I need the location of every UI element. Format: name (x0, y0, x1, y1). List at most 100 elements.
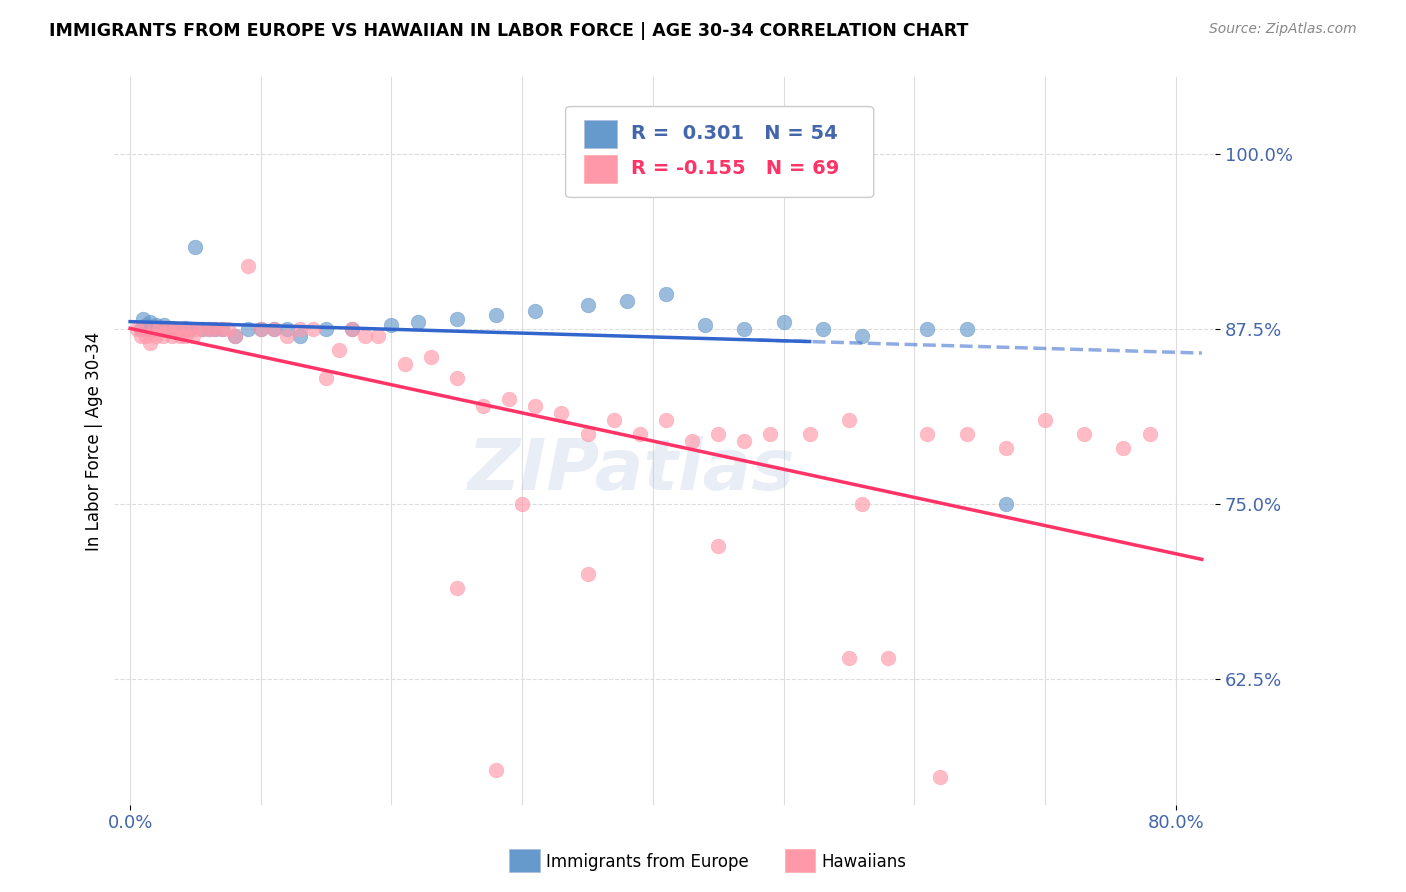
Point (342, 322, 364, 336)
Point (139, 322, 162, 336)
Point (146, 322, 169, 336)
Point (172, 322, 194, 336)
Point (191, 322, 214, 336)
Y-axis label: In Labor Force | Age 30-34: In Labor Force | Age 30-34 (86, 332, 103, 550)
Point (236, 259, 259, 273)
Point (811, 322, 834, 336)
Point (179, 322, 201, 336)
Point (276, 329, 298, 343)
Point (394, 357, 416, 371)
Point (152, 329, 174, 343)
Point (153, 318, 176, 332)
Point (174, 320, 197, 334)
Point (733, 434, 755, 448)
Text: IMMIGRANTS FROM EUROPE VS HAWAIIAN IN LABOR FORCE | AGE 30-34 CORRELATION CHART: IMMIGRANTS FROM EUROPE VS HAWAIIAN IN LA… (49, 22, 969, 40)
Point (224, 329, 246, 343)
Text: ZIPatlas: ZIPatlas (468, 435, 796, 505)
Point (177, 322, 200, 336)
Point (142, 322, 165, 336)
Point (576, 566, 599, 581)
Point (994, 441, 1017, 455)
Point (204, 322, 226, 336)
Point (838, 413, 860, 427)
Point (446, 581, 468, 595)
Point (224, 329, 246, 343)
Point (655, 413, 678, 427)
Point (616, 294, 638, 309)
Point (132, 312, 155, 326)
Point (197, 322, 219, 336)
Point (211, 322, 233, 336)
Point (276, 322, 298, 336)
Point (217, 322, 239, 336)
Point (917, 427, 939, 442)
Point (406, 315, 429, 329)
Point (132, 322, 155, 336)
Text: Source: ZipAtlas.com: Source: ZipAtlas.com (1209, 22, 1357, 37)
Point (163, 322, 186, 336)
Point (354, 329, 377, 343)
Point (1112, 441, 1135, 455)
Point (707, 539, 730, 553)
Point (1033, 413, 1056, 427)
Point (181, 329, 204, 343)
Point (799, 427, 821, 442)
Point (249, 322, 271, 336)
Point (176, 322, 198, 336)
Point (143, 322, 166, 336)
Point (152, 322, 174, 336)
Point (211, 322, 233, 336)
Point (877, 650, 900, 665)
Point (129, 322, 152, 336)
Point (249, 322, 271, 336)
Point (550, 406, 572, 420)
Point (328, 343, 350, 358)
Point (576, 427, 599, 442)
FancyBboxPatch shape (585, 155, 617, 183)
Point (129, 329, 152, 343)
Point (142, 320, 165, 334)
Point (524, 304, 547, 318)
Point (994, 497, 1017, 511)
Point (446, 312, 468, 326)
Point (169, 329, 191, 343)
Point (759, 427, 782, 442)
Point (681, 434, 703, 448)
Point (315, 371, 337, 385)
Point (165, 322, 187, 336)
Point (380, 318, 402, 332)
Point (156, 322, 179, 336)
Point (138, 315, 160, 329)
Point (263, 322, 285, 336)
Point (498, 392, 520, 406)
Point (263, 322, 285, 336)
Point (149, 320, 172, 334)
Point (174, 329, 197, 343)
Point (707, 427, 730, 442)
FancyBboxPatch shape (565, 106, 873, 197)
Point (138, 336, 160, 351)
Point (695, 318, 717, 332)
Point (929, 770, 952, 784)
Point (485, 308, 508, 322)
Text: Hawaiians: Hawaiians (821, 853, 905, 871)
Point (288, 322, 311, 336)
Point (135, 329, 157, 343)
Point (485, 763, 508, 777)
Point (125, 322, 148, 336)
Point (184, 322, 207, 336)
Point (851, 497, 873, 511)
Point (917, 322, 939, 336)
Point (204, 322, 226, 336)
Point (236, 322, 259, 336)
Point (145, 329, 167, 343)
Point (838, 650, 860, 665)
Point (510, 497, 533, 511)
Point (172, 322, 194, 336)
Point (851, 329, 873, 343)
Point (191, 322, 214, 336)
Point (1139, 427, 1161, 442)
Point (157, 322, 180, 336)
Point (446, 371, 468, 385)
Point (772, 315, 794, 329)
